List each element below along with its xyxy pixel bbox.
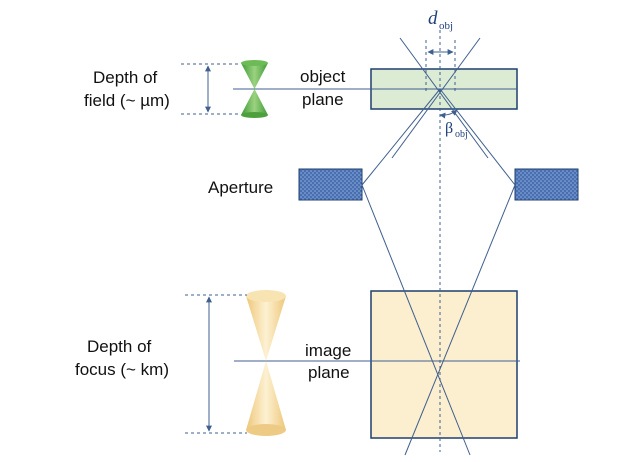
- beta-obj-subscript: obj: [455, 129, 468, 140]
- ray-a: [399, 37, 489, 159]
- beta-obj-symbol: β: [445, 120, 453, 137]
- d-obj-subscript: obj: [439, 20, 453, 32]
- ray-left-to-image: [361, 184, 471, 456]
- dof-label-line1: Depth of: [93, 68, 158, 87]
- image-plane-label-1: image: [305, 341, 351, 360]
- image-plane-label-2: plane: [308, 363, 350, 382]
- depth-of-field-cone: [241, 60, 268, 118]
- image-plane-box: [370, 290, 518, 439]
- aperture-label: Aperture: [208, 178, 273, 197]
- beta-angle-arc: [439, 109, 458, 119]
- dfocus-label-line1: Depth of: [87, 337, 152, 356]
- d-obj-symbol: d: [428, 8, 438, 29]
- object-plane-label-2: plane: [302, 90, 344, 109]
- ray-to-left-aperture: [361, 88, 441, 186]
- object-plane-label-1: object: [300, 67, 346, 86]
- depth-of-focus-cone: [246, 290, 286, 436]
- ray-right-to-image: [404, 184, 516, 456]
- ray-b: [391, 37, 481, 159]
- aperture-left: [298, 168, 363, 201]
- dof-label-line2: field (~ µm): [84, 91, 170, 110]
- aperture-right: [514, 168, 579, 201]
- ray-to-right-aperture: [439, 88, 516, 186]
- dfocus-label-line2: focus (~ km): [75, 360, 169, 379]
